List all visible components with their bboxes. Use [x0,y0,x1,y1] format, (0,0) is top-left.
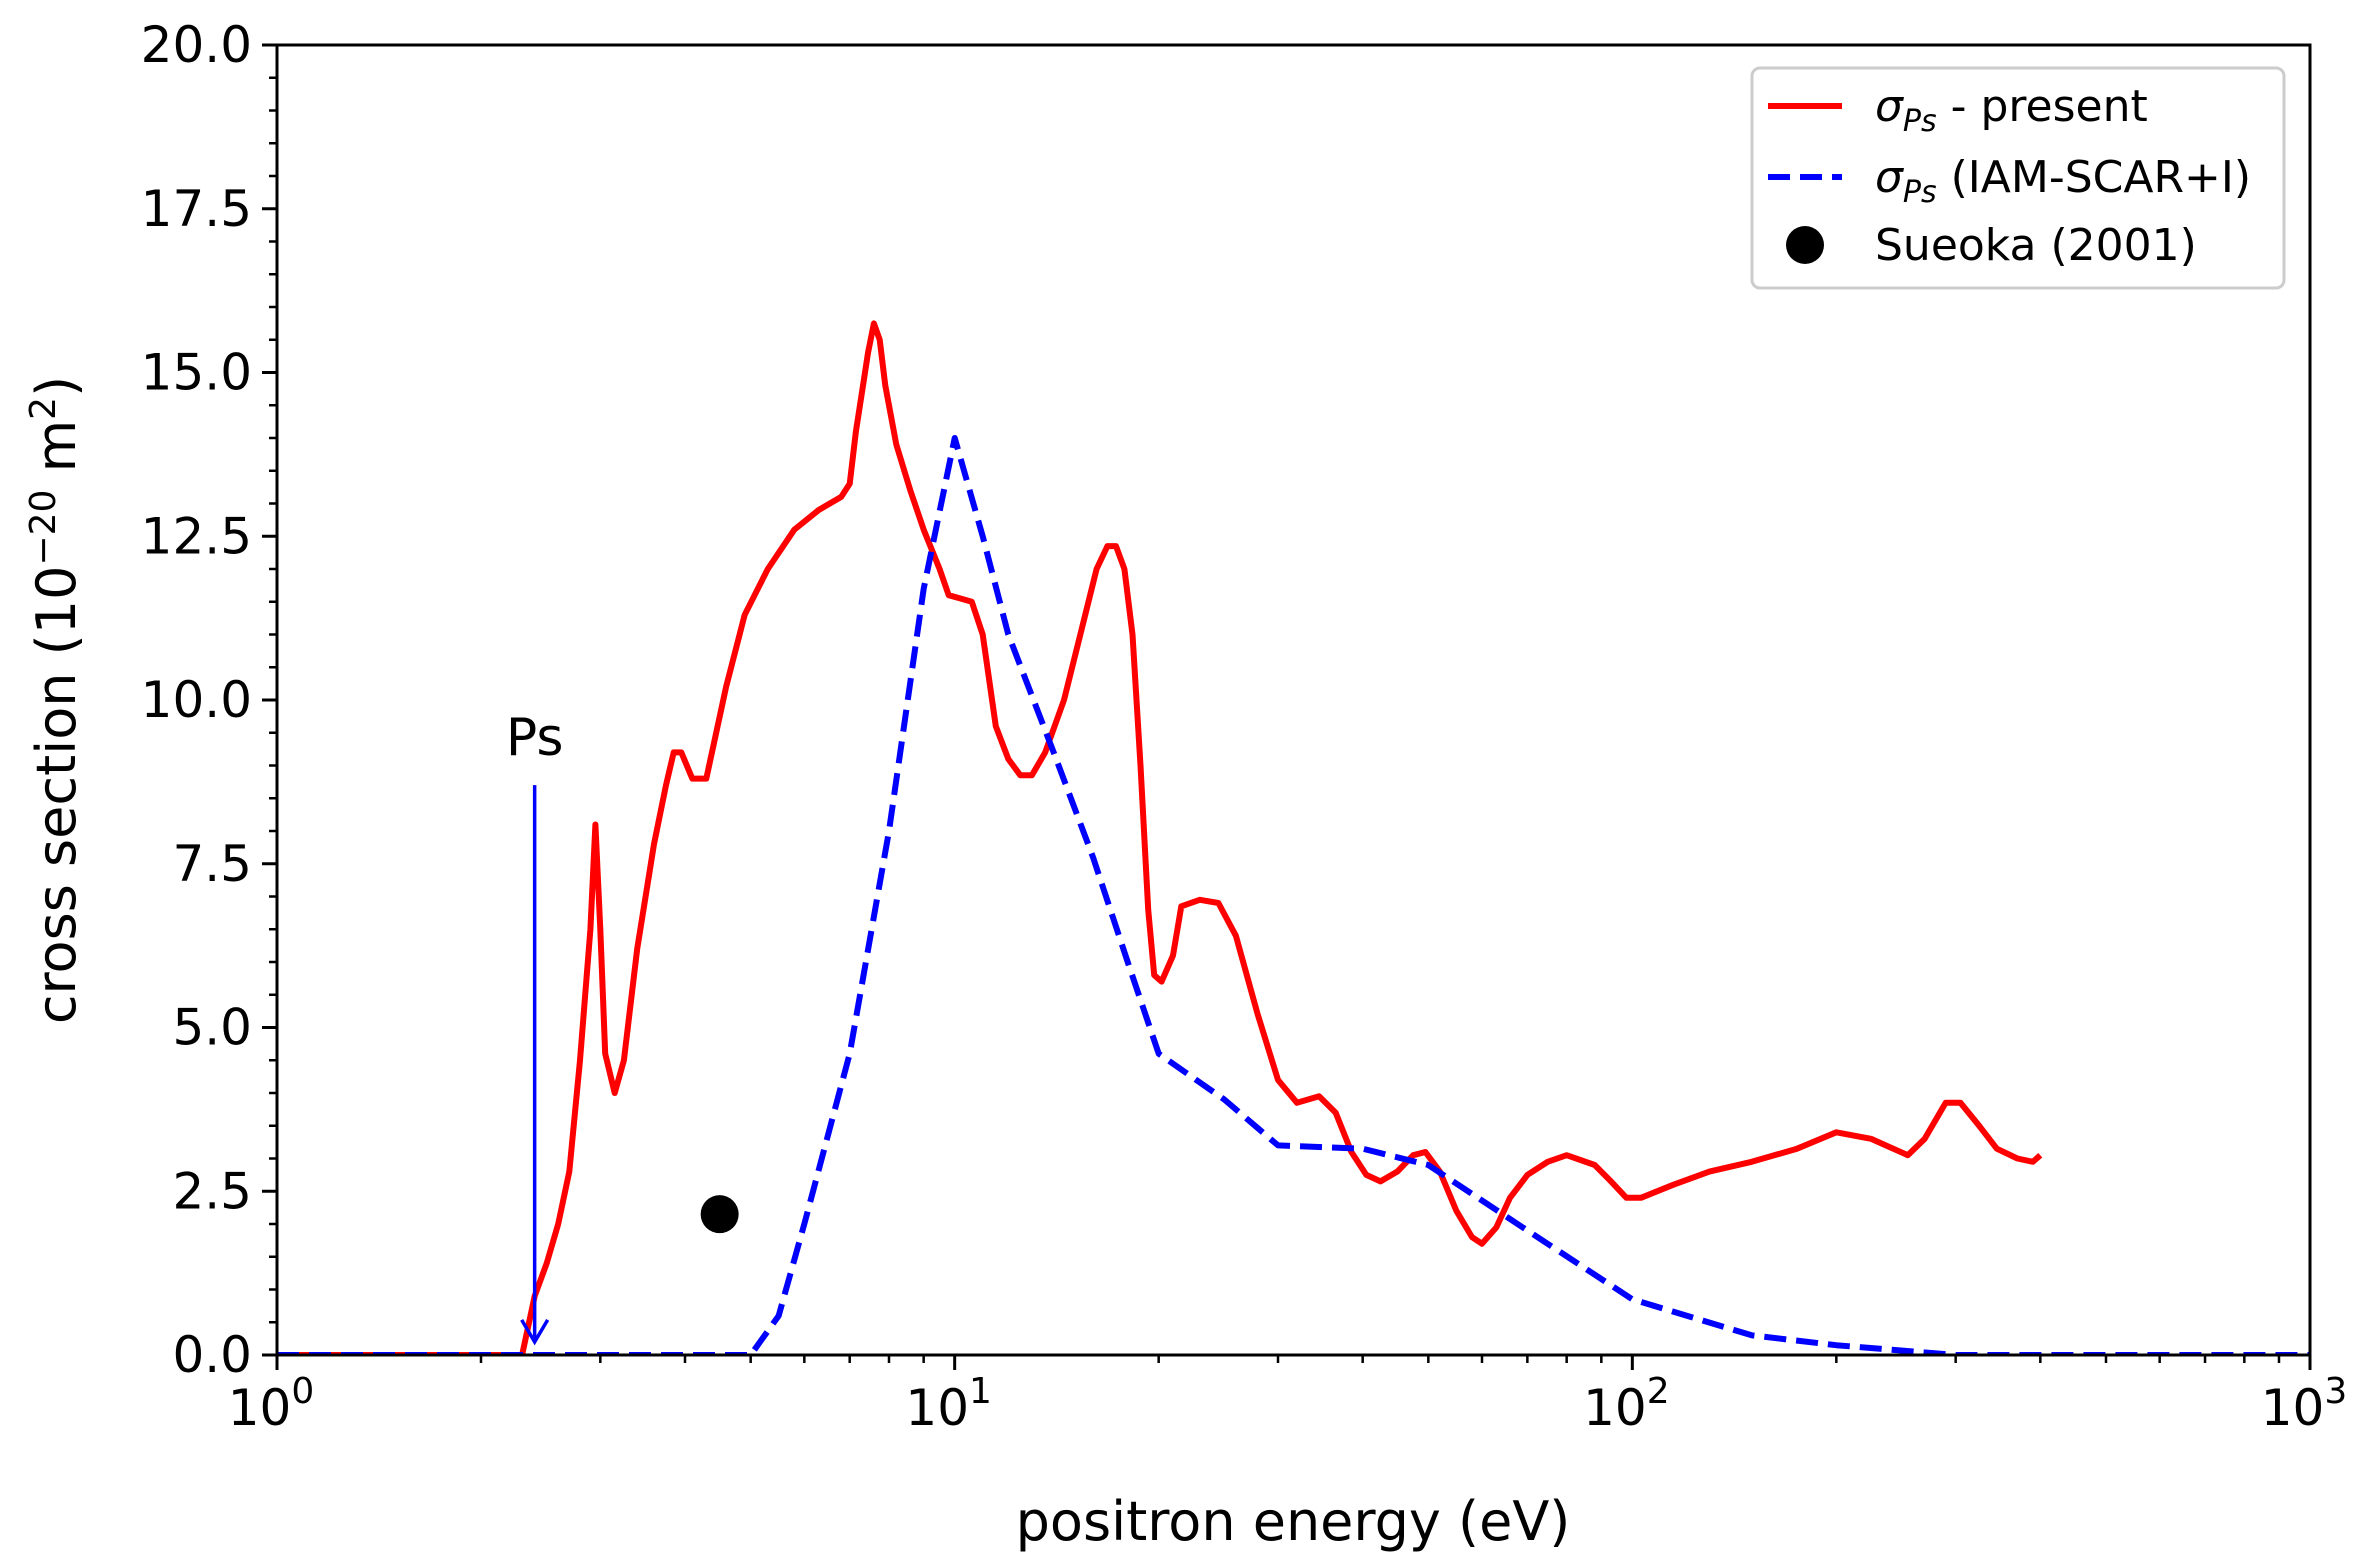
annotation-layer: Ps [506,708,564,1346]
annotation-arrow-head-0 [520,1319,550,1346]
x-tick-label: 100 [228,1371,315,1437]
y-tick-label: 7.5 [172,835,252,893]
y-tick-label: 20.0 [141,16,252,74]
y-tick-label: 15.0 [141,344,252,402]
y-tick-label: 17.5 [141,180,252,238]
legend-box [1750,66,2286,290]
data-point-sueoka-0 [700,1195,739,1234]
x-tick-label: 101 [905,1371,992,1437]
x-tick-label: 103 [2261,1371,2348,1437]
series-line-0 [277,320,2043,1355]
legend: σPs - present σPs (IAM-SCAR+I) Sueoka (2… [1750,66,2286,290]
series-line-1 [277,435,2310,1355]
legend-label-sueoka: Sueoka (2001) [1875,220,2197,271]
y-axis-ticks: 0.0 2.5 5.0 7.5 10.0 12.5 15.0 17.5 20.0 [141,16,277,1384]
points-layer [700,1195,739,1234]
y-axis-label: cross section (10−20 m2) [23,376,88,1024]
legend-marker-sueoka [1786,226,1824,264]
y-tick-label: 0.0 [172,1326,252,1384]
y-tick-label: 10.0 [141,671,252,729]
y-tick-label: 5.0 [172,999,252,1057]
x-tick-label: 102 [1583,1371,1670,1437]
y-tick-label: 12.5 [141,507,252,565]
legend-label-present: σPs - present [1875,81,2148,139]
x-axis-label: positron energy (eV) [1016,1490,1571,1553]
x-axis-ticks: 100 101 102 103 [228,1355,2348,1437]
series-layer [277,320,2310,1355]
annotation-label-0: Ps [506,708,564,768]
y-tick-label: 2.5 [172,1162,252,1220]
legend-label-iam-scar: σPs (IAM-SCAR+I) [1875,152,2251,210]
